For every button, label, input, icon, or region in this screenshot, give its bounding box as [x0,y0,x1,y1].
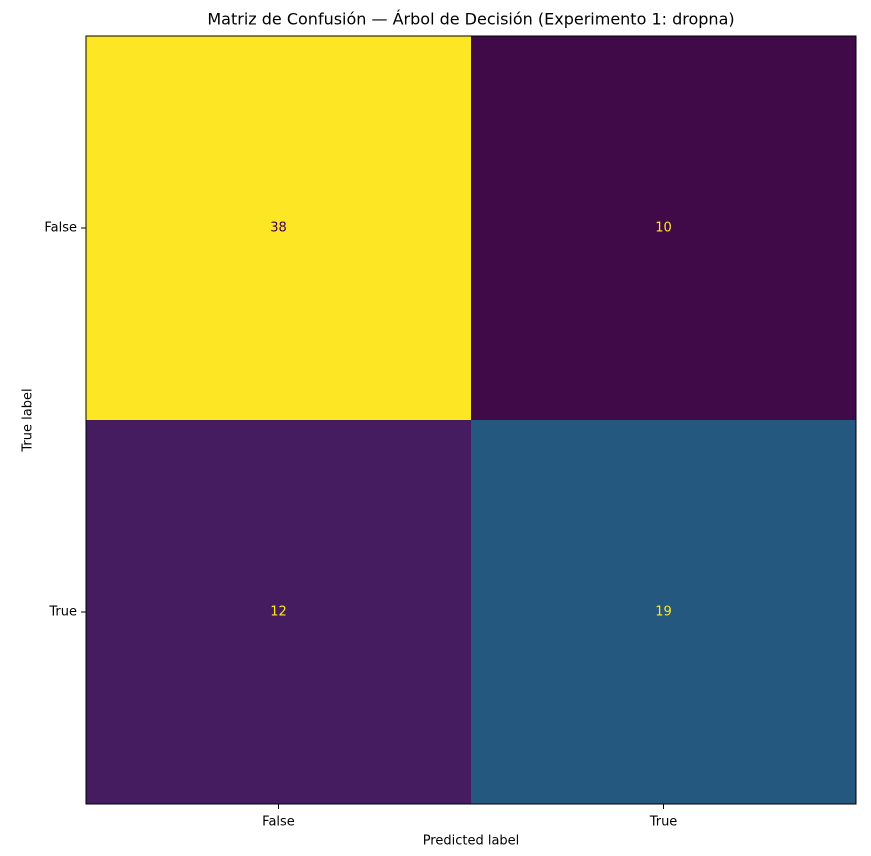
cell [86,36,471,420]
plot-frame [85,35,857,805]
cell-label: 19 [655,605,672,620]
cell [86,420,471,804]
x-tick-label: False [262,815,295,830]
cell-label: 10 [655,221,672,236]
cell [471,36,856,420]
cell-label: 12 [270,605,287,620]
y-tick-label: True [48,605,77,620]
x-tick-label: True [649,815,678,830]
chart-title: Matriz de Confusión — Árbol de Decisión … [207,10,734,29]
y-tick-label: False [44,221,77,236]
x-axis-label: Predicted label [423,834,520,849]
cell [471,420,856,804]
cell-label: 38 [270,221,287,236]
y-axis-label: True label [21,388,36,452]
